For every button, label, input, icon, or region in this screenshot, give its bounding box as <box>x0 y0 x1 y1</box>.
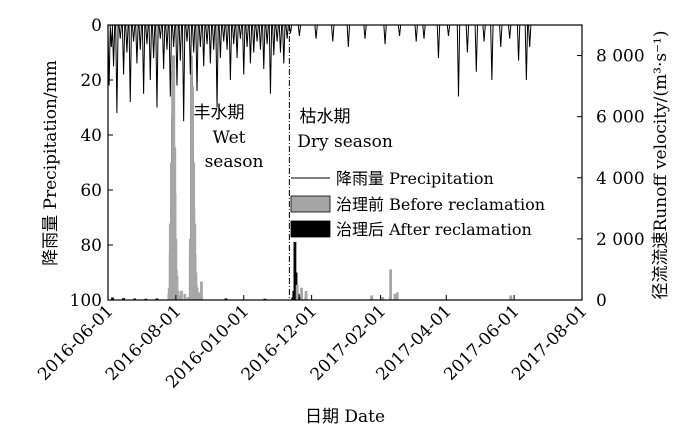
right-y-axis-label: 径流流速Runoff velocity/(m³·s⁻¹) <box>651 31 671 300</box>
before-bar-17 <box>193 223 197 300</box>
x-axis-ticks: 2016-06-012016-08-012016-010-012016-12-0… <box>34 295 592 392</box>
before-bar-19 <box>195 287 199 300</box>
before-bar-30 <box>509 295 513 300</box>
wet-season-label-en-2: season <box>205 152 264 172</box>
dry-season-label-en: Dry season <box>297 132 393 152</box>
legend-precipitation-label: 降雨量 Precipitation <box>336 169 494 188</box>
after-bar-24 <box>263 298 267 300</box>
before-bar-29 <box>395 292 399 300</box>
precipitation-line <box>107 24 582 122</box>
right-y-axis-label-cn: 径流流速 <box>651 232 671 300</box>
after-bar-2 <box>133 298 137 300</box>
before-bar-22 <box>295 284 299 300</box>
after-bar-1 <box>122 298 125 300</box>
wet-season-label-cn: 丰水期 <box>194 103 245 123</box>
before-bar-24 <box>304 290 308 300</box>
before-bar-26 <box>381 296 385 300</box>
after-bar-31 <box>297 296 301 300</box>
right-tick-label-2: 4 000 <box>596 169 645 189</box>
before-bar-8 <box>176 290 180 300</box>
before-bar-28 <box>393 293 397 300</box>
after-bar-0 <box>111 297 114 300</box>
before-bar-7 <box>175 275 179 300</box>
right-tick-label-4: 8 000 <box>596 47 645 67</box>
left-tick-label-1: 20 <box>80 71 102 91</box>
left-y-axis-ticks: 0 20 40 60 80 100 <box>70 16 113 311</box>
dry-season-label-cn: 枯水期 <box>300 107 351 127</box>
before-bar-20 <box>197 292 201 300</box>
before-bar-10 <box>180 290 183 300</box>
after-bar-3 <box>144 298 148 300</box>
plot-frame <box>107 24 583 301</box>
after-bar-23 <box>224 298 228 300</box>
before-bar-27 <box>389 269 393 300</box>
before-reclamation-bars <box>167 55 513 301</box>
before-bar-21 <box>200 281 203 300</box>
before-bar-12 <box>186 296 190 300</box>
legend-before-label: 治理前 Before reclamation <box>336 195 545 214</box>
legend-after-label: 治理后 After reclamation <box>336 220 532 239</box>
left-tick-label-2: 40 <box>80 126 102 146</box>
before-bar-23 <box>300 287 304 300</box>
right-tick-label-1: 2 000 <box>596 230 645 250</box>
before-bar-11 <box>183 293 187 300</box>
before-bar-25 <box>370 295 374 300</box>
x-axis-label: 日期 Date <box>305 407 385 427</box>
before-bar-6 <box>174 238 178 300</box>
left-y-axis-label: 降雨量 Precipitation/mm <box>41 60 61 266</box>
right-tick-label-0: 0 <box>596 291 607 311</box>
right-y-axis-label-en: Runoff velocity/(m³·s⁻¹) <box>651 31 671 232</box>
right-tick-label-3: 6 000 <box>596 108 645 128</box>
left-tick-label-0: 0 <box>91 16 102 36</box>
after-bar-4 <box>155 298 159 300</box>
before-bar-5 <box>173 147 177 300</box>
before-bar-18 <box>194 272 198 300</box>
svg-text:径流流速Runoff velocity/(m³·s⁻¹): 径流流速Runoff velocity/(m³·s⁻¹) <box>651 31 671 300</box>
left-tick-label-4: 80 <box>80 236 102 256</box>
before-bar-9 <box>177 295 181 300</box>
legend: 降雨量 Precipitation 治理前 Before reclamation… <box>290 169 545 239</box>
legend-before-swatch <box>290 195 331 213</box>
left-tick-label-3: 60 <box>80 181 102 201</box>
left-tick-label-5: 100 <box>70 291 102 311</box>
right-y-axis-ticks: 0 2 000 4 000 6 000 8 000 <box>577 47 645 311</box>
wet-season-label-en-1: Wet <box>213 128 246 148</box>
legend-after-swatch <box>290 220 331 238</box>
after-bar-27 <box>293 241 297 300</box>
